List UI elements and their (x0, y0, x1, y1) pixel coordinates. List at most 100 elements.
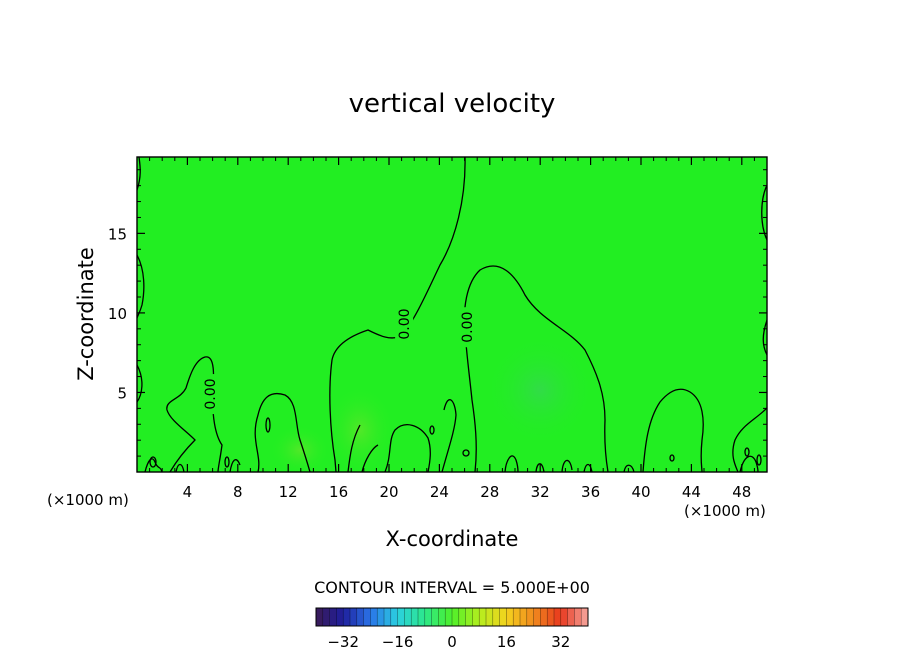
contour-line (137, 254, 145, 319)
colorbar-ticks: −32 −16 0 16 32 (327, 633, 570, 651)
y-tick-label: 15 (108, 225, 127, 243)
colorbar-cell (404, 608, 412, 626)
contour-line (224, 456, 230, 468)
colorbar-cell (363, 608, 371, 626)
x-tick-label: 8 (233, 483, 243, 501)
colorbar-cell (581, 608, 589, 626)
updraft-shading (485, 335, 595, 445)
colorbar-cell (458, 608, 466, 626)
colorbar-cell (438, 608, 446, 626)
colorbar-cell (424, 608, 432, 626)
colorbar-cell (472, 608, 480, 626)
contour-line (229, 459, 241, 472)
colorbar-cell (486, 608, 494, 626)
plot-area: 0.00 0.00 0.00 (136, 156, 768, 473)
x-axis-ticks: 4 8 12 16 20 24 28 32 36 40 44 48 (149, 157, 755, 501)
colorbar-tick-label: 32 (551, 633, 570, 651)
contour-label: 0.00 (397, 308, 413, 339)
x-tick-label: 44 (682, 483, 701, 501)
chart-title: vertical velocity (349, 89, 556, 119)
contour-line (623, 464, 635, 472)
colorbar-cell (567, 608, 575, 626)
colorbar-cell (499, 608, 507, 626)
colorbar-cell (356, 608, 364, 626)
y-axis-ticks: 5 10 15 (108, 169, 767, 457)
y-tick-label: 5 (117, 384, 127, 402)
colorbar-cell (418, 608, 426, 626)
x-tick-label: 32 (531, 483, 550, 501)
contour-line (254, 392, 311, 472)
colorbar-cell (513, 608, 521, 626)
colorbar-cell (445, 608, 453, 626)
colorbar-cell (431, 608, 439, 626)
contour-line (504, 455, 519, 472)
contour-line (441, 399, 457, 472)
velocity-field (137, 157, 767, 472)
colorbar-cell (336, 608, 344, 626)
contour-line (384, 424, 431, 472)
x-unit-right: (×1000 m) (684, 502, 766, 520)
x-unit-left: (×1000 m) (47, 491, 129, 509)
contour-line (739, 455, 759, 472)
y-axis-label: Z-coordinate (74, 247, 98, 381)
colorbar-cell (479, 608, 487, 626)
contour-line (265, 417, 271, 433)
colorbar-cell (540, 608, 548, 626)
x-tick-label: 20 (379, 483, 398, 501)
x-tick-label: 40 (631, 483, 650, 501)
x-tick-label: 28 (480, 483, 499, 501)
colorbar-cell (554, 608, 562, 626)
contour-line (732, 407, 767, 472)
x-tick-label: 24 (430, 483, 449, 501)
x-tick-label: 36 (581, 483, 600, 501)
x-tick-label: 12 (279, 483, 298, 501)
contour-line (166, 356, 223, 472)
contour-line (642, 388, 704, 472)
contour-line (583, 463, 593, 472)
colorbar-cell (343, 608, 351, 626)
colorbar-cell (574, 608, 582, 626)
zero-contours (137, 157, 767, 472)
contour-line (761, 184, 767, 241)
colorbar-cell (465, 608, 473, 626)
x-tick-label: 4 (183, 483, 193, 501)
contour-line (463, 265, 609, 472)
contour-line (149, 456, 157, 468)
contour-label: 0.00 (460, 312, 476, 343)
contour-line (756, 454, 762, 466)
contour-label-bg (201, 374, 220, 415)
colorbar-cell (526, 608, 534, 626)
colorbar-tick-label: 0 (447, 633, 457, 651)
contour-line (462, 449, 470, 457)
colorbar-cell (492, 608, 500, 626)
colorbar-cell (452, 608, 460, 626)
contour-line (347, 424, 379, 472)
contour-line (144, 458, 163, 472)
colorbar-cell (547, 608, 555, 626)
contour-line (429, 425, 435, 435)
y-tick-label: 10 (108, 305, 127, 323)
contour-label-bg (395, 304, 414, 345)
colorbar-cells (315, 608, 589, 626)
x-axis-label: X-coordinate (386, 527, 519, 551)
colorbar-cell (520, 608, 528, 626)
contour-line (329, 157, 466, 472)
contour-interval: CONTOUR INTERVAL = 5.000E+00 (314, 578, 590, 597)
colorbar-cell (377, 608, 385, 626)
contour-line (137, 157, 141, 191)
contour-label: 0.00 (203, 378, 219, 409)
contour-line (535, 463, 545, 472)
updraft-shading-2 (325, 385, 395, 472)
contour-label-bg (458, 307, 477, 348)
contour-line (669, 454, 675, 462)
colorbar-tick-label: −16 (382, 633, 414, 651)
colorbar-cell (350, 608, 358, 626)
colorbar-cell (370, 608, 378, 626)
contour-line (175, 463, 185, 472)
contour-labels: 0.00 0.00 0.00 (201, 304, 477, 415)
colorbar-frame (315, 607, 589, 627)
contour-line (137, 364, 143, 403)
x-tick-label: 16 (329, 483, 348, 501)
x-tick-label: 48 (732, 483, 751, 501)
